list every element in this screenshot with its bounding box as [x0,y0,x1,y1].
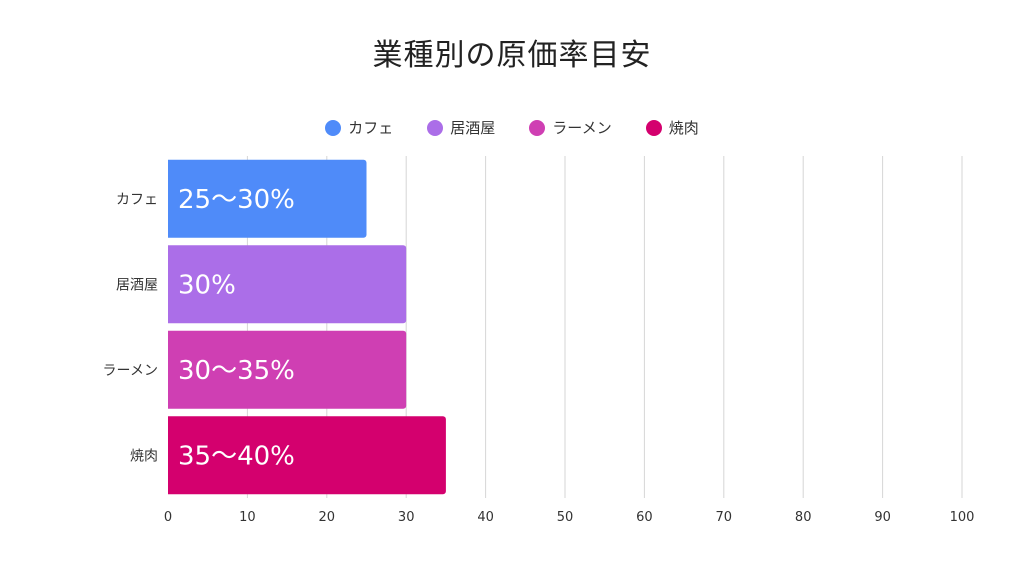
legend-item-yakiniku: 焼肉 [645,117,699,138]
bar [168,330,407,409]
x-tick-label: 30 [398,510,415,525]
category-label: 居酒屋 [116,277,158,293]
x-tick-label: 70 [716,510,733,525]
chart-legend: カフェ 居酒屋 ラーメン 焼肉 [0,117,1024,138]
legend-label-yakiniku: 焼肉 [668,119,699,137]
legend-item-izakaya: 居酒屋 [427,117,495,138]
legend-dot-cafe [325,119,342,136]
x-tick-label: 50 [557,510,574,525]
chart-bars: 25〜30% 30% 30〜35% 35〜40% [168,159,446,495]
x-tick-label: 10 [239,510,256,525]
legend-label-ramen: ラーメン [552,119,612,137]
category-label: カフェ [116,192,158,208]
legend-label-cafe: カフェ [348,119,394,137]
legend-dot-izakaya [427,119,444,136]
legend-item-cafe: カフェ [325,117,393,138]
category-label: 焼肉 [130,448,158,464]
chart-title: 業種別の原価率目安 [372,38,652,73]
x-tick-label: 0 [164,510,172,525]
x-tick-label: 60 [636,510,653,525]
bar-data-label: 30% [178,270,236,300]
legend-item-ramen: ラーメン [529,117,612,138]
bar [168,245,407,324]
category-label: ラーメン [103,363,158,379]
bar-data-label: 35〜40% [178,441,295,471]
legend-dot-yakiniku [645,119,662,136]
x-tick-label: 90 [874,510,891,525]
x-axis-ticks: 0 10 20 30 40 50 60 70 80 90 100 [164,510,975,525]
x-tick-label: 40 [477,510,494,525]
bar-data-label: 30〜35% [178,356,295,386]
bar [168,159,367,238]
x-tick-label: 80 [795,510,812,525]
x-tick-label: 20 [319,510,336,525]
legend-label-izakaya: 居酒屋 [450,119,496,137]
legend-dot-ramen [529,119,546,136]
x-tick-label: 100 [950,510,975,525]
bar [168,416,446,495]
bar-data-label: 25〜30% [178,185,295,215]
